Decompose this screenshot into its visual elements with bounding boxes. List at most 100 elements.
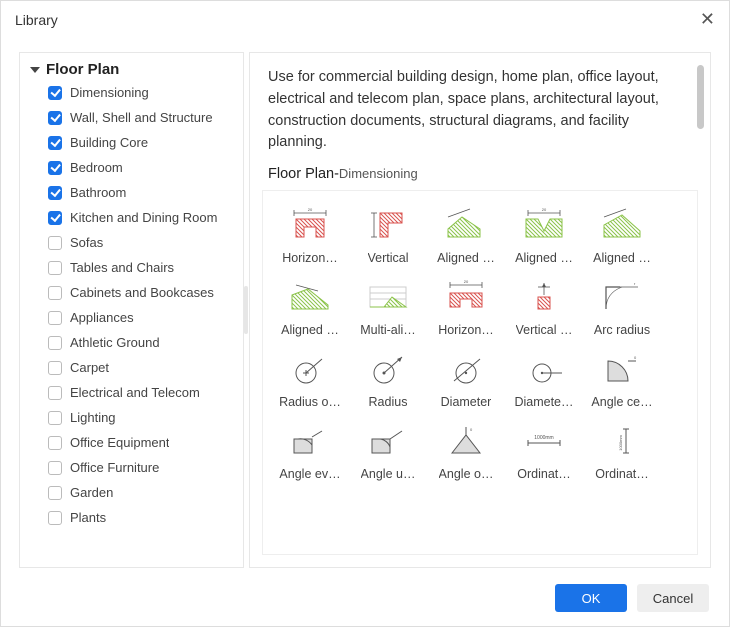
sidebar-item-label: Cabinets and Bookcases — [70, 285, 214, 300]
red-ubracket-icon: 20 — [286, 205, 334, 245]
shape-cell[interactable]: 0 Angle o… — [427, 417, 505, 489]
sidebar-item[interactable]: Garden — [20, 480, 243, 505]
shape-cell[interactable]: Radius o… — [271, 345, 349, 417]
category-label: Floor Plan — [46, 61, 119, 78]
shape-cell[interactable]: Aligned … — [583, 201, 661, 273]
sidebar-item[interactable]: Kitchen and Dining Room — [20, 205, 243, 230]
sidebar-item-label: Dimensioning — [70, 85, 149, 100]
checkbox[interactable] — [48, 336, 62, 350]
angle-box-1-icon — [286, 421, 334, 461]
shape-cell[interactable]: r Arc radius — [583, 273, 661, 345]
dialog-footer: OK Cancel — [1, 574, 729, 626]
checkbox[interactable] — [48, 86, 62, 100]
sidebar-item[interactable]: Office Furniture — [20, 455, 243, 480]
shape-label: Arc radius — [594, 323, 650, 337]
sidebar-item-label: Wall, Shell and Structure — [70, 110, 213, 125]
checkbox[interactable] — [48, 461, 62, 475]
shape-label: Horizon… — [282, 251, 338, 265]
section-heading: Floor Plan-Dimensioning — [250, 160, 710, 190]
sidebar-item[interactable]: Cabinets and Bookcases — [20, 280, 243, 305]
svg-text:1000mm: 1000mm — [534, 435, 553, 441]
checkbox[interactable] — [48, 386, 62, 400]
shape-cell[interactable]: 1000mm Ordinat… — [505, 417, 583, 489]
cancel-button[interactable]: Cancel — [637, 584, 709, 612]
arc-radius-icon: r — [598, 277, 646, 317]
scrollbar-thumb[interactable] — [697, 65, 704, 129]
checkbox[interactable] — [48, 311, 62, 325]
checkbox[interactable] — [48, 511, 62, 525]
ordinate-v-icon: 1000mm — [598, 421, 646, 461]
sidebar-item[interactable]: Wall, Shell and Structure — [20, 105, 243, 130]
sidebar-item[interactable]: Building Core — [20, 130, 243, 155]
checkbox[interactable] — [48, 411, 62, 425]
shape-cell[interactable]: Aligned … — [271, 273, 349, 345]
shape-label: Aligned … — [281, 323, 339, 337]
shape-cell[interactable]: Angle u… — [349, 417, 427, 489]
sidebar-item[interactable]: Electrical and Telecom — [20, 380, 243, 405]
category-header[interactable]: Floor Plan — [20, 59, 243, 80]
checkbox[interactable] — [48, 436, 62, 450]
library-dialog: Library ✕ Floor Plan Dimensioning Wall, S… — [0, 0, 730, 627]
sidebar-item[interactable]: Bedroom — [20, 155, 243, 180]
ordinate-h-icon: 1000mm — [520, 421, 568, 461]
sidebar-item[interactable]: Tables and Chairs — [20, 255, 243, 280]
sidebar-item[interactable]: Bathroom — [20, 180, 243, 205]
window-title: Library — [15, 12, 58, 28]
shape-cell[interactable]: Radius — [349, 345, 427, 417]
shape-cell[interactable]: 0Angle ce… — [583, 345, 661, 417]
red-lshape-icon — [364, 205, 412, 245]
sidebar-item[interactable]: Lighting — [20, 405, 243, 430]
checkbox[interactable] — [48, 211, 62, 225]
checkbox[interactable] — [48, 361, 62, 375]
shape-label: Multi-ali… — [360, 323, 416, 337]
sidebar-item[interactable]: Appliances — [20, 305, 243, 330]
shape-cell[interactable]: 20 Horizon… — [271, 201, 349, 273]
red-vertical-dim-icon — [520, 277, 568, 317]
checkbox[interactable] — [48, 161, 62, 175]
shape-label: Angle o… — [439, 467, 494, 481]
sidebar-item[interactable]: Dimensioning — [20, 80, 243, 105]
shape-label: Aligned … — [593, 251, 651, 265]
checkbox[interactable] — [48, 111, 62, 125]
sidebar-item-label: Lighting — [70, 410, 116, 425]
shape-cell[interactable]: Vertical … — [505, 273, 583, 345]
checkbox[interactable] — [48, 286, 62, 300]
sidebar-item[interactable]: Carpet — [20, 355, 243, 380]
checkbox[interactable] — [48, 261, 62, 275]
splitter-handle[interactable] — [244, 52, 249, 568]
sidebar-item-label: Office Equipment — [70, 435, 169, 450]
checkbox[interactable] — [48, 186, 62, 200]
shape-cell[interactable]: Vertical — [349, 201, 427, 273]
shape-cell[interactable]: Aligned … — [427, 201, 505, 273]
ok-button[interactable]: OK — [555, 584, 627, 612]
angle-tri-icon: 0 — [442, 421, 490, 461]
shape-cell[interactable]: 20Aligned … — [505, 201, 583, 273]
shape-cell[interactable]: Angle ev… — [271, 417, 349, 489]
shape-label: Diamete… — [514, 395, 573, 409]
sidebar-item-label: Plants — [70, 510, 106, 525]
shape-cell[interactable]: 20Horizon… — [427, 273, 505, 345]
shape-cell[interactable]: Diameter — [427, 345, 505, 417]
category-tree[interactable]: Floor Plan Dimensioning Wall, Shell and S… — [19, 52, 244, 568]
shape-label: Diameter — [441, 395, 492, 409]
sidebar-item[interactable]: Sofas — [20, 230, 243, 255]
sidebar-item-label: Building Core — [70, 135, 148, 150]
circle-plus-arrow-icon — [286, 349, 334, 389]
sidebar-item[interactable]: Athletic Ground — [20, 330, 243, 355]
checkbox[interactable] — [48, 486, 62, 500]
shape-label: Angle ce… — [591, 395, 652, 409]
sidebar-item-label: Bedroom — [70, 160, 123, 175]
shape-cell[interactable]: Diamete… — [505, 345, 583, 417]
shape-cell[interactable]: 1000mmOrdinat… — [583, 417, 661, 489]
shape-label: Ordinat… — [517, 467, 571, 481]
shape-cell[interactable]: Multi-ali… — [349, 273, 427, 345]
checkbox[interactable] — [48, 236, 62, 250]
sidebar-item[interactable]: Office Equipment — [20, 430, 243, 455]
sidebar-item-label: Bathroom — [70, 185, 126, 200]
checkbox[interactable] — [48, 136, 62, 150]
sidebar-item-label: Appliances — [70, 310, 134, 325]
sidebar-item[interactable]: Plants — [20, 505, 243, 530]
close-icon[interactable]: ✕ — [700, 9, 715, 30]
green-hill-1-icon — [442, 205, 490, 245]
heading-sub: Dimensioning — [339, 166, 418, 181]
